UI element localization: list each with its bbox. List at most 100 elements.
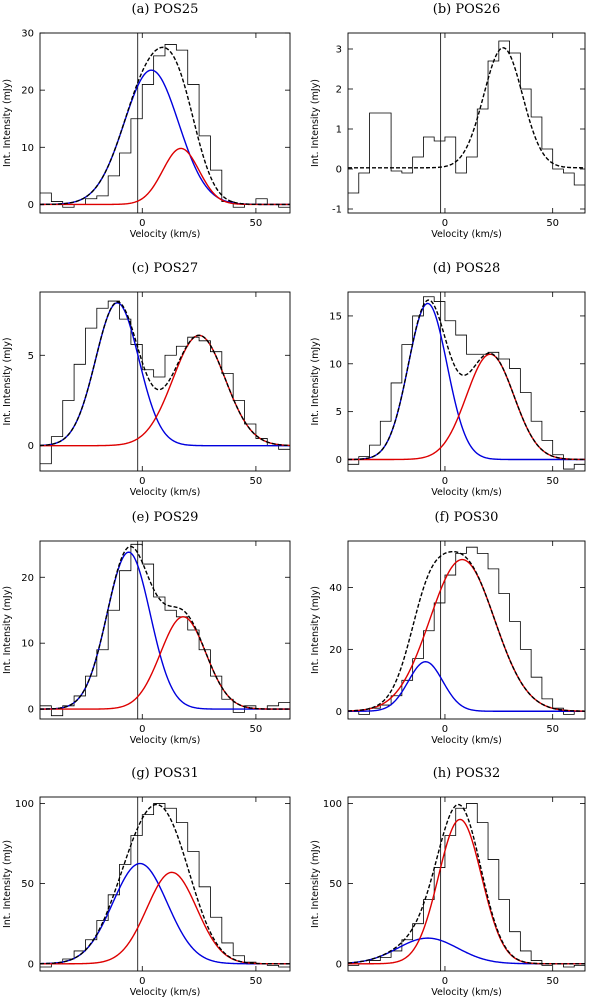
plot-area — [348, 33, 585, 213]
y-axis-label: Int. Intensity (mJy) — [310, 840, 321, 928]
x-axis-label: Velocity (km/s) — [431, 735, 502, 746]
panel-1: (a) POS25 0 10 20 30 0 50 Velocity (km/s) Int. I… — [2, 2, 291, 240]
x-tick-label: 50 — [546, 724, 559, 735]
red-gaussian-component — [40, 147, 290, 206]
x-tick-label: 0 — [442, 218, 448, 229]
plot-area — [40, 797, 290, 971]
panel-2: (b) POS26 -1 0 1 2 3 0 50 Velocity (km/s) Int. In… — [310, 2, 586, 240]
y-tick-label: 10 — [21, 143, 34, 154]
observed-spectrum-histogram — [40, 803, 290, 968]
x-tick-label: 50 — [546, 976, 559, 987]
panel-title: (d) POS28 — [433, 261, 500, 276]
x-tick-label: 0 — [442, 476, 448, 487]
observed-spectrum-histogram — [40, 300, 290, 465]
x-tick-label: 50 — [250, 976, 263, 987]
total-fit-dashed-line — [40, 46, 290, 206]
x-tick-label: 50 — [546, 218, 559, 229]
y-tick-label: 5 — [336, 407, 342, 418]
y-tick-label: 3 — [336, 45, 342, 56]
y-tick-label: 20 — [21, 86, 34, 97]
blue-gaussian-component — [348, 937, 585, 965]
panel-frame — [39, 291, 291, 472]
y-tick-label: 1 — [336, 125, 342, 136]
y-axis-label: Int. Intensity (mJy) — [310, 586, 321, 674]
panel-frame — [39, 540, 291, 720]
panel-frame — [39, 32, 291, 214]
total-fit-dashed-line — [348, 803, 585, 965]
y-tick-label: 20 — [329, 645, 342, 656]
panel-6: (f) POS30 0 20 40 0 50 Velocity (km/s) Int. Int… — [310, 510, 586, 746]
x-axis-label: Velocity (km/s) — [431, 229, 502, 240]
y-axis-label: Int. Intensity (mJy) — [310, 337, 321, 425]
y-tick-label: 100 — [15, 799, 34, 810]
panel-5: (e) POS29 0 10 20 0 50 Velocity (km/s) Int. Int… — [2, 510, 291, 746]
total-fit-dashed-line — [348, 550, 585, 712]
total-fit-dashed-line — [348, 299, 585, 461]
x-tick-label: 50 — [250, 218, 263, 229]
blue-gaussian-component — [348, 661, 585, 712]
observed-spectrum-histogram — [348, 40, 585, 194]
x-tick-label: 50 — [546, 476, 559, 487]
y-tick-label: 50 — [21, 879, 34, 890]
x-tick-label: 50 — [250, 724, 263, 735]
y-tick-label: 30 — [21, 29, 34, 40]
panel-title: (c) POS27 — [132, 261, 198, 276]
observed-spectrum-histogram — [348, 546, 585, 715]
observed-spectrum-histogram — [40, 543, 290, 717]
y-tick-label: 2 — [336, 85, 342, 96]
panel-frame — [347, 32, 586, 214]
observed-spectrum-histogram — [348, 296, 585, 470]
x-axis-label: Velocity (km/s) — [431, 487, 502, 498]
panel-frame — [347, 540, 586, 720]
x-axis-label: Velocity (km/s) — [130, 987, 201, 997]
panel-title: (e) POS29 — [132, 510, 199, 525]
panel-title: (h) POS32 — [433, 766, 501, 781]
red-gaussian-component — [348, 818, 585, 965]
red-gaussian-component — [40, 871, 290, 965]
y-axis-label: Int. Intensity (mJy) — [2, 337, 13, 425]
plot-area — [348, 541, 585, 719]
y-tick-label: 0 — [28, 200, 34, 211]
panel-4: (d) POS28 0 5 10 15 0 50 Velocity (km/s) Int. In… — [310, 261, 586, 498]
y-axis-label: Int. Intensity (mJy) — [2, 79, 13, 167]
red-gaussian-component — [348, 353, 585, 461]
y-tick-label: 0 — [336, 165, 342, 176]
total-fit-dashed-line — [40, 803, 290, 965]
y-axis-label: Int. Intensity (mJy) — [2, 586, 13, 674]
x-axis-label: Velocity (km/s) — [130, 735, 201, 746]
y-tick-label: 0 — [28, 441, 34, 452]
panel-title: (b) POS26 — [433, 2, 500, 17]
x-axis-label: Velocity (km/s) — [130, 229, 201, 240]
panel-frame — [347, 291, 586, 472]
x-tick-label: 0 — [139, 976, 145, 987]
x-tick-label: 0 — [139, 218, 145, 229]
y-tick-label: 0 — [28, 959, 34, 970]
total-fit-dashed-line — [40, 545, 290, 710]
x-axis-label: Velocity (km/s) — [130, 487, 201, 498]
x-tick-label: 0 — [442, 976, 448, 987]
x-tick-label: 0 — [139, 476, 145, 487]
y-tick-label: -1 — [332, 205, 342, 216]
panel-frame — [39, 796, 291, 972]
y-tick-label: 0 — [336, 707, 342, 718]
y-tick-label: 0 — [336, 959, 342, 970]
plot-area — [348, 797, 585, 971]
y-axis-label: Int. Intensity (mJy) — [310, 79, 321, 167]
x-tick-label: 50 — [250, 476, 263, 487]
red-gaussian-component — [348, 558, 585, 712]
x-tick-label: 0 — [442, 724, 448, 735]
panel-7: (g) POS31 0 50 100 0 50 Velocity (km/s) Int. In… — [2, 766, 291, 997]
x-axis-label: Velocity (km/s) — [431, 987, 502, 997]
y-tick-label: 0 — [28, 705, 34, 716]
x-tick-label: 0 — [139, 724, 145, 735]
y-tick-label: 15 — [329, 311, 342, 322]
plot-area — [40, 541, 290, 719]
panel-frame — [347, 796, 586, 972]
y-axis-label: Int. Intensity (mJy) — [2, 840, 13, 928]
y-tick-label: 40 — [329, 583, 342, 594]
plot-area — [40, 33, 290, 213]
blue-gaussian-component — [40, 551, 290, 710]
y-tick-label: 0 — [336, 455, 342, 466]
